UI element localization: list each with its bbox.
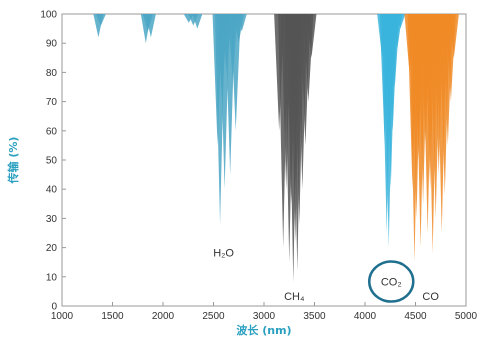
x-tick-label: 5000 [455,311,478,322]
y-tick-label: 60 [46,126,58,137]
series-1 [274,14,317,283]
y-tick-label: 70 [46,97,58,108]
absorption-line [306,14,317,58]
tick-layer: 1000 1500 2000 2500 3000 3500 4000 4500 5000 0 10 2… [40,10,477,323]
absorption-line [192,14,203,29]
gas-label: CO₂ [381,277,402,289]
y-tick-label: 90 [46,39,58,50]
series-3 [404,14,459,263]
y-tick-label: 80 [46,68,58,79]
y-axis-title: 传输 (%) [6,137,20,185]
series-2 [377,14,406,248]
y-tick-label: 100 [40,10,57,21]
y-tick-label: 40 [46,185,58,196]
absorption-line [230,14,241,131]
gas-label: CO [422,291,439,303]
absorption-line [95,14,106,26]
series-0 [93,14,247,225]
absorption-line [395,14,406,29]
x-tick-label: 1500 [101,311,124,322]
y-tick-label: 30 [46,214,58,225]
absorption-line [236,14,247,32]
x-tick-label: 2500 [202,311,225,322]
annotation-layer: H₂O CH₄ CO₂ CO [213,247,439,303]
x-tick-label: 4000 [354,311,377,322]
x-tick-label: 2000 [152,311,175,322]
gas-label: CH₄ [284,291,305,303]
absorption-line [145,14,156,38]
x-tick-label: 3500 [303,311,326,322]
y-tick-label: 0 [51,302,57,313]
x-tick-label: 4500 [404,311,427,322]
co2-highlight-circle [368,260,415,303]
y-tick-label: 50 [46,156,58,167]
y-tick-label: 20 [46,243,58,254]
y-tick-label: 10 [46,272,58,283]
plot-frame [61,13,467,307]
absorption-line [448,14,459,58]
x-tick-label: 1000 [51,311,74,322]
x-tick-label: 3000 [253,311,276,322]
gas-label: H₂O [213,247,234,259]
series-layer [93,14,459,283]
x-axis-title: 波长 (nm) [236,323,291,337]
